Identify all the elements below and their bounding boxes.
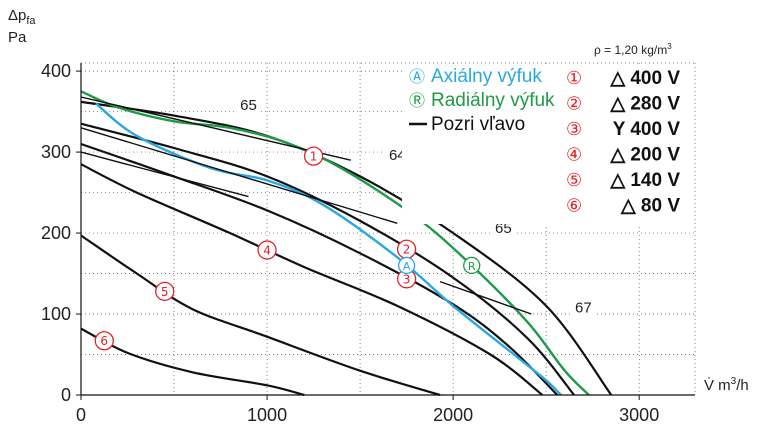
curve-marker-number: 2 bbox=[403, 243, 411, 257]
efficiency-lines: 65 64 65 67 bbox=[80, 96, 596, 317]
system-marker-letter: A bbox=[403, 260, 411, 273]
system-marker-a: A bbox=[397, 256, 416, 275]
fan-curve-5 bbox=[80, 234, 441, 397]
curve-markers: 1 2 3 4 5 6 A R bbox=[94, 146, 481, 351]
system-curve-r bbox=[80, 90, 590, 396]
x-tick-label: 1000 bbox=[247, 405, 287, 425]
curve-marker-number: 4 bbox=[263, 244, 271, 258]
efficiency-label-text: 65 bbox=[240, 97, 257, 114]
efficiency-label: 65 bbox=[236, 96, 261, 114]
voltage-legend-text: △ 140 V bbox=[609, 170, 680, 191]
efficiency-label-text: 67 bbox=[575, 299, 592, 316]
legend-symbol: Ⓡ bbox=[409, 91, 425, 110]
legend-background bbox=[402, 64, 694, 224]
system-marker-circle bbox=[397, 256, 416, 275]
legend: Ⓐ Axiálny výfuk Ⓡ Radiálny výfuk Pozri vľavo bbox=[409, 66, 555, 135]
efficiency-label-bg bbox=[236, 96, 261, 114]
curve-marker-5: 5 bbox=[155, 281, 175, 302]
curve-marker-number: 5 bbox=[161, 285, 169, 299]
voltage-legend-symbol: ① bbox=[566, 68, 582, 89]
y-tick-label: 300 bbox=[41, 142, 71, 162]
voltage-legend-item: ① △ 400 V bbox=[566, 68, 680, 89]
legend-item: Pozri vľavo bbox=[409, 114, 525, 135]
legend-symbol: Ⓐ bbox=[409, 67, 425, 86]
efficiency-label-bg bbox=[491, 220, 516, 238]
curve-marker-circle bbox=[257, 240, 277, 260]
y-tick-label: 200 bbox=[41, 223, 71, 243]
voltage-legend-text: △ 400 V bbox=[609, 68, 680, 89]
efficiency-line bbox=[80, 127, 398, 224]
y-axis-unit: Pa bbox=[8, 29, 27, 46]
curve-marker-number: 6 bbox=[100, 334, 108, 348]
voltage-legend-symbol: ② bbox=[566, 94, 582, 115]
curve-marker-4: 4 bbox=[257, 240, 277, 260]
efficiency-line bbox=[80, 151, 249, 198]
density-note: ρ = 1,20 kg/m3 bbox=[594, 42, 672, 57]
curve-marker-2: 2 bbox=[396, 239, 417, 259]
y-axis-label: Δpfa bbox=[8, 7, 36, 27]
x-tick-label: 2000 bbox=[433, 405, 473, 425]
legend-item: Ⓡ Radiálny výfuk bbox=[409, 90, 555, 111]
system-marker-circle bbox=[463, 256, 481, 275]
voltage-legend-item: ⑥ △ 80 V bbox=[566, 196, 680, 217]
y-tick-label: 400 bbox=[41, 61, 71, 81]
voltage-legend-symbol: ⑥ bbox=[566, 196, 582, 217]
axes: 0 1000 2000 3000 0 100 200 300 400 bbox=[41, 61, 696, 425]
system-curves bbox=[80, 90, 590, 396]
curve-marker-circle bbox=[303, 146, 324, 166]
system-marker-letter: R bbox=[468, 260, 476, 273]
y-tick-label: 0 bbox=[61, 385, 71, 405]
voltage-legend-item: ④ △ 200 V bbox=[566, 145, 680, 166]
efficiency-label-text: 64 bbox=[389, 147, 406, 164]
voltage-legend-symbol: ③ bbox=[566, 119, 582, 140]
voltage-legend-item: ⑤ △ 140 V bbox=[566, 170, 680, 191]
efficiency-label-text: 65 bbox=[495, 220, 512, 237]
voltage-legend-item: ② △ 280 V bbox=[566, 94, 680, 115]
curve-marker-1: 1 bbox=[303, 146, 324, 166]
y-tick-label: 100 bbox=[41, 304, 71, 324]
voltage-legend-item: ③ Y 400 V bbox=[566, 119, 680, 140]
curve-marker-number: 3 bbox=[403, 272, 411, 286]
fan-curve-4 bbox=[80, 163, 544, 396]
fan-curve-1 bbox=[80, 100, 613, 396]
voltage-legend-text: △ 80 V bbox=[620, 196, 680, 217]
efficiency-label: 65 bbox=[491, 220, 516, 238]
efficiency-line bbox=[439, 280, 532, 315]
efficiency-line bbox=[80, 96, 351, 161]
curve-marker-number: 1 bbox=[310, 150, 318, 164]
legend-item: Ⓐ Axiálny výfuk bbox=[409, 66, 542, 87]
x-tick-label: 0 bbox=[76, 405, 86, 425]
voltage-legend-symbol: ⑤ bbox=[566, 170, 582, 191]
voltage-legend-text: △ 280 V bbox=[609, 94, 680, 115]
voltage-legend-text: Y 400 V bbox=[613, 119, 681, 140]
system-curve-a bbox=[95, 102, 562, 396]
curve-marker-circle bbox=[94, 331, 114, 351]
legend-text: Pozri vľavo bbox=[431, 114, 525, 135]
efficiency-label: 67 bbox=[571, 299, 596, 317]
fan-curve-2 bbox=[80, 122, 575, 396]
voltage-legend-text: △ 200 V bbox=[609, 145, 680, 166]
efficiency-label-bg bbox=[571, 299, 596, 317]
legend-text: Axiálny výfuk bbox=[431, 66, 542, 87]
voltage-legend-symbol: ④ bbox=[566, 145, 582, 166]
legend-text: Radiálny výfuk bbox=[431, 90, 555, 111]
x-axis-label: V̇ m3/h bbox=[704, 376, 749, 394]
system-marker-r: R bbox=[463, 256, 481, 275]
curve-marker-6: 6 bbox=[94, 331, 114, 351]
x-tick-label: 3000 bbox=[619, 405, 659, 425]
voltage-legend: ① △ 400 V ② △ 280 V ③ Y 400 V ④ △ 200 V ⑤ △ 140 V… bbox=[566, 68, 680, 217]
fan-curve-6 bbox=[80, 327, 305, 397]
curve-marker-circle bbox=[155, 281, 175, 302]
